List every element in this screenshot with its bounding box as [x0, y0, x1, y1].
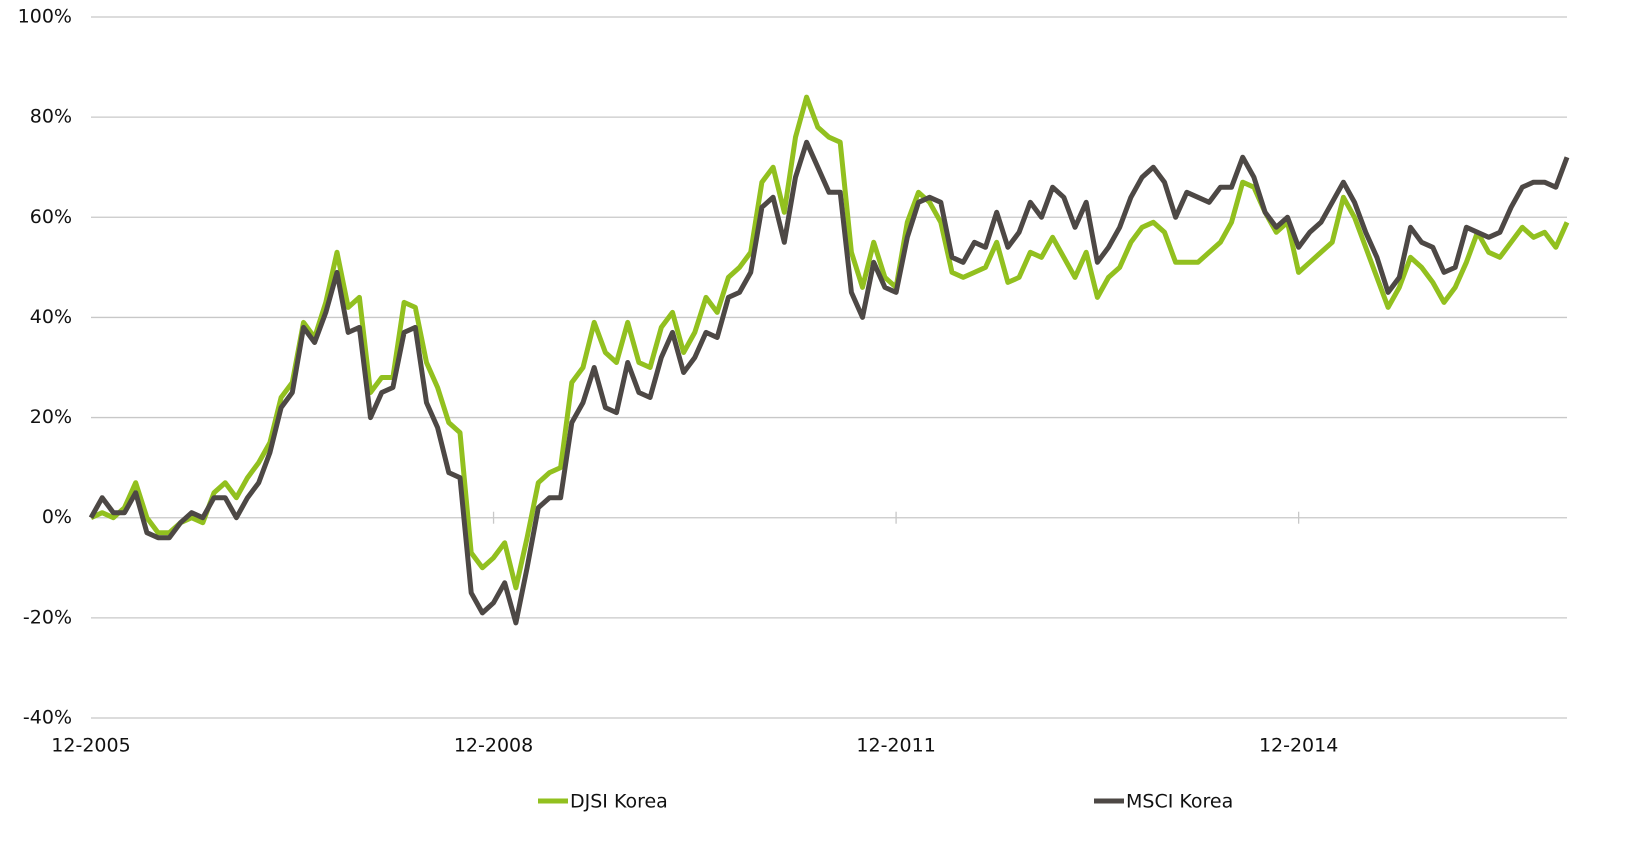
y-tick-label: 20% — [30, 406, 72, 428]
x-tick-label: 12-2014 — [1259, 735, 1338, 757]
x-tick-label: 12-2005 — [51, 735, 130, 757]
y-tick-label: -40% — [23, 707, 72, 729]
legend-label: DJSI Korea — [570, 791, 668, 813]
x-tick-label: 12-2011 — [856, 735, 935, 757]
y-tick-label: 60% — [30, 206, 72, 228]
y-tick-label: 80% — [30, 106, 72, 128]
x-tick-label: 12-2008 — [454, 735, 533, 757]
y-tick-label: 40% — [30, 306, 72, 328]
y-tick-label: 100% — [18, 6, 72, 28]
y-tick-label: -20% — [23, 606, 72, 628]
legend-label: MSCI Korea — [1126, 791, 1233, 813]
y-tick-label: 0% — [42, 506, 72, 528]
line — [88, 139, 1570, 626]
line — [89, 94, 1570, 591]
